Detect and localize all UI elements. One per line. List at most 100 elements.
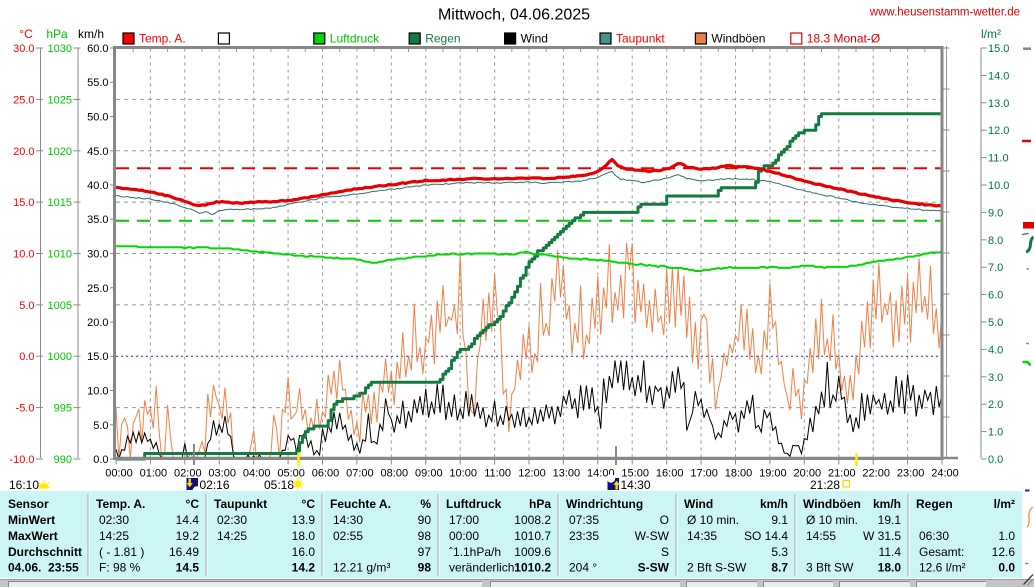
svg-text:07:00: 07:00 [346,468,374,480]
svg-text:-10.0: -10.0 [9,454,34,466]
svg-text:10.0: 10.0 [87,386,108,398]
svg-text:05:00: 05:00 [277,468,305,480]
svg-text:hPa: hPa [529,497,551,511]
svg-text:Temp. A.: Temp. A. [139,32,186,46]
svg-text:1030: 1030 [48,43,72,55]
svg-text:40.0: 40.0 [87,180,108,192]
svg-text:22:00: 22:00 [862,468,890,480]
svg-text:3.0: 3.0 [988,372,1003,384]
svg-text:11:00: 11:00 [484,468,511,480]
svg-text:1010: 1010 [48,249,72,261]
svg-text:23:00: 23:00 [897,468,925,480]
svg-text:25.0: 25.0 [87,283,108,295]
svg-text:Windrichtung: Windrichtung [566,497,643,511]
svg-text:12.6 l/m²: 12.6 l/m² [919,561,966,575]
svg-text:18:00: 18:00 [725,468,753,480]
svg-text:14.5: 14.5 [176,561,200,575]
svg-text:1005: 1005 [48,300,72,312]
svg-text:km/h: km/h [78,27,104,41]
svg-text:1020: 1020 [48,146,72,158]
svg-text:15.0: 15.0 [988,43,1009,55]
svg-text:0.0: 0.0 [19,351,34,363]
svg-text:2 Bft S-SW: 2 Bft S-SW [687,561,747,575]
svg-text:20.0: 20.0 [13,146,34,158]
svg-text:35.0: 35.0 [87,214,108,226]
svg-text:Temp. A.: Temp. A. [96,497,145,511]
svg-text:0.0: 0.0 [988,454,1003,466]
svg-text:60.0: 60.0 [87,43,108,55]
svg-text:16.49: 16.49 [169,545,199,559]
svg-text:16:00: 16:00 [656,468,684,480]
svg-text:veränderlich↑: veränderlich↑ [449,561,520,575]
svg-text:Wind: Wind [521,32,548,46]
svg-text:10:00: 10:00 [449,468,477,480]
svg-text:16.0: 16.0 [292,545,316,559]
svg-text:km/h: km/h [873,497,901,511]
svg-text:98: 98 [418,529,432,543]
svg-text:45.0: 45.0 [87,146,108,158]
svg-text:06:00: 06:00 [312,468,340,480]
svg-text:14:25: 14:25 [99,529,129,543]
svg-text:W-SW: W-SW [635,529,670,543]
svg-text:12:00: 12:00 [518,468,546,480]
svg-text:Windböen: Windböen [711,32,765,46]
svg-text:24:00: 24:00 [931,468,959,480]
svg-text:ˆ1.1hPa/h: ˆ1.1hPa/h [449,545,501,559]
svg-text:3 Bft SW: 3 Bft SW [806,561,854,575]
svg-text:hPa: hPa [46,27,68,41]
svg-text:7.0: 7.0 [988,262,1003,274]
svg-text:16:10: 16:10 [9,478,39,492]
svg-text:2.0: 2.0 [988,399,1003,411]
svg-text:l/m²: l/m² [981,27,1001,41]
svg-text:12.21 g/m³: 12.21 g/m³ [333,561,390,575]
svg-text:13.0: 13.0 [988,98,1009,110]
svg-text:30.0: 30.0 [13,43,34,55]
svg-text:23:35: 23:35 [569,529,599,543]
svg-text:11.4: 11.4 [879,545,902,559]
svg-text:°C: °C [186,497,200,511]
svg-text:Ø 10 min.: Ø 10 min. [687,513,739,527]
svg-text:Gesamt:: Gesamt: [919,545,964,559]
svg-text:1.0: 1.0 [988,427,1003,439]
svg-text:9.0: 9.0 [988,207,1003,219]
svg-text:00:00: 00:00 [105,468,133,480]
svg-text:Windböen: Windböen [803,497,861,511]
svg-text:04.06. 23:55: 04.06. 23:55 [8,561,79,575]
svg-text:17:00: 17:00 [449,513,479,527]
svg-text:8.0: 8.0 [988,235,1003,247]
svg-text:09:00: 09:00 [415,468,443,480]
svg-text:S: S [661,545,669,559]
svg-text:MinWert: MinWert [8,513,55,527]
svg-text:1008.2: 1008.2 [514,513,551,527]
svg-text:11.0: 11.0 [988,153,1009,165]
svg-text:02:55: 02:55 [333,529,363,543]
svg-text:°C: °C [302,497,316,511]
svg-text:04:00: 04:00 [243,468,271,480]
svg-text:18.3 Monat-Ø: 18.3 Monat-Ø [807,32,880,46]
svg-text:15.0: 15.0 [87,351,108,363]
svg-text:14:25: 14:25 [217,529,247,543]
svg-text:06:30: 06:30 [919,529,949,543]
svg-text:19.1: 19.1 [878,513,902,527]
svg-text:4.0: 4.0 [988,344,1003,356]
svg-text:Durchschnitt: Durchschnitt [8,545,82,559]
svg-text:-5.0: -5.0 [16,403,35,415]
svg-text:98: 98 [418,561,432,575]
svg-text:14:30: 14:30 [333,513,363,527]
svg-text:Luftdruck: Luftdruck [446,497,502,511]
svg-text:Feuchte A.: Feuchte A. [330,497,391,511]
svg-text:O: O [660,513,669,527]
svg-text:Regen: Regen [916,497,953,511]
svg-text:13:00: 13:00 [553,468,581,480]
svg-text:25.0: 25.0 [13,94,34,106]
svg-text:10.0: 10.0 [988,180,1009,192]
svg-text:21:28: 21:28 [810,478,840,492]
svg-text:55.0: 55.0 [87,77,108,89]
svg-text:02:30: 02:30 [99,513,129,527]
svg-text:12.0: 12.0 [988,125,1009,137]
svg-text:20:00: 20:00 [794,468,822,480]
svg-text:02:00: 02:00 [174,468,202,480]
svg-text:17:00: 17:00 [690,468,718,480]
svg-text:%: % [420,497,431,511]
svg-text:12.6: 12.6 [992,545,1016,559]
